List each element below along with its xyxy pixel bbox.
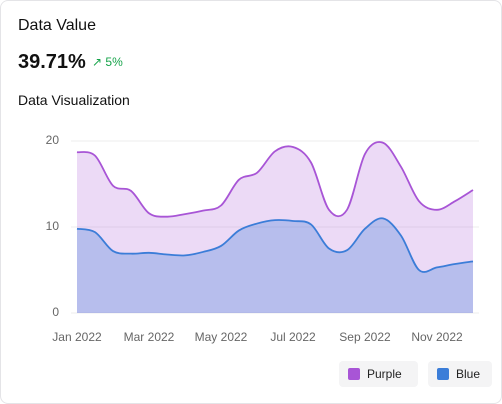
arrow-icon: ↗	[92, 55, 103, 69]
area-fill	[77, 141, 473, 313]
y-tick-label: 0	[52, 305, 59, 319]
legend-label: Blue	[456, 367, 480, 381]
x-tick-label: Mar 2022	[124, 330, 175, 344]
legend-swatch	[348, 368, 360, 380]
legend-label: Purple	[367, 367, 402, 381]
y-tick-label: 20	[46, 133, 60, 147]
x-tick-label: Sep 2022	[339, 330, 391, 344]
metric-change: ↗ 5%	[92, 55, 123, 69]
chart-title: Data Visualization	[18, 92, 130, 108]
series-line	[76, 217, 474, 273]
legend-swatch	[437, 368, 449, 380]
x-tick-label: Nov 2022	[411, 330, 463, 344]
legend-button	[339, 361, 418, 387]
metric-value: 39.71%	[18, 51, 86, 73]
y-tick-label: 10	[46, 219, 60, 233]
legend-item[interactable]: Blue	[428, 361, 492, 387]
card-title: Data Value	[18, 17, 96, 34]
area-fill	[77, 218, 473, 313]
x-tick-label: May 2022	[195, 330, 248, 344]
x-tick-label: Jul 2022	[270, 330, 316, 344]
x-tick-label: Jan 2022	[52, 330, 102, 344]
legend-item[interactable]: Purple	[339, 361, 418, 387]
change-value: 5%	[105, 55, 123, 69]
legend-button	[428, 361, 492, 387]
series-line	[76, 141, 474, 218]
